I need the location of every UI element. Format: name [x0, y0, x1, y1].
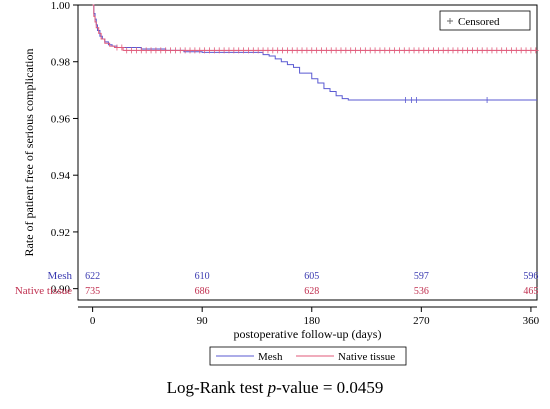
km-chart: 0.90 0.92 0.94 0.96 0.98 1.00 Rate of patient …	[15, 0, 540, 366]
y-axis-label: Rate of patient free of serious complica…	[22, 49, 36, 257]
at-risk-count: 536	[414, 286, 429, 297]
censored-legend-symbol	[447, 18, 453, 24]
censor-mark	[484, 97, 491, 104]
at-risk-row-label: Native tissue	[15, 285, 72, 297]
censor-mark	[402, 97, 409, 104]
at-risk-count: 596	[523, 271, 538, 282]
censored-legend: Censored	[439, 10, 531, 31]
survival-curves	[92, 4, 539, 104]
at-risk-count: 735	[85, 286, 100, 297]
y-tick-label: 0.96	[51, 113, 71, 125]
at-risk-count: 686	[195, 286, 210, 297]
y-tick-label: 0.98	[51, 57, 71, 69]
legend-label: Mesh	[258, 351, 283, 363]
y-tick-label: 0.94	[51, 170, 71, 182]
at-risk-table: Mesh 622 610 605 597 596 Native tissue 735 686 62…	[15, 270, 539, 297]
x-tick-label: 360	[523, 315, 540, 327]
at-risk-count: 597	[414, 271, 429, 282]
y-tick-label: 0.90	[51, 284, 71, 296]
x-tick-label: 180	[304, 315, 321, 327]
series-legend: Mesh Native tissue	[209, 346, 407, 366]
x-tick-label: 0	[90, 315, 96, 327]
y-tick-label: 1.00	[51, 0, 71, 12]
censor-mark	[413, 97, 420, 104]
at-risk-count: 610	[195, 271, 210, 282]
logrank-caption: Log-Rank test p-value = 0.0459	[166, 378, 384, 397]
censor-mark	[532, 47, 539, 54]
at-risk-count: 465	[523, 286, 538, 297]
censored-legend-label: Censored	[458, 16, 500, 28]
x-axis-label: postoperative follow-up (days)	[234, 327, 382, 341]
x-tick-label: 90	[197, 315, 209, 327]
at-risk-count: 622	[85, 271, 100, 282]
at-risk-count: 628	[304, 286, 319, 297]
at-risk-row-label: Mesh	[48, 270, 73, 282]
censored-legend-box	[439, 10, 531, 31]
at-risk-count: 605	[304, 271, 319, 282]
censor-mark	[118, 44, 125, 51]
x-tick-label: 270	[413, 315, 430, 327]
legend-label: Native tissue	[338, 351, 395, 363]
legends: Censored Mesh Native tissue	[209, 10, 531, 366]
axes: 0.90 0.92 0.94 0.96 0.98 1.00 Rate of patient …	[22, 0, 540, 341]
plot-frame	[77, 4, 538, 301]
y-tick-label: 0.92	[51, 227, 70, 239]
